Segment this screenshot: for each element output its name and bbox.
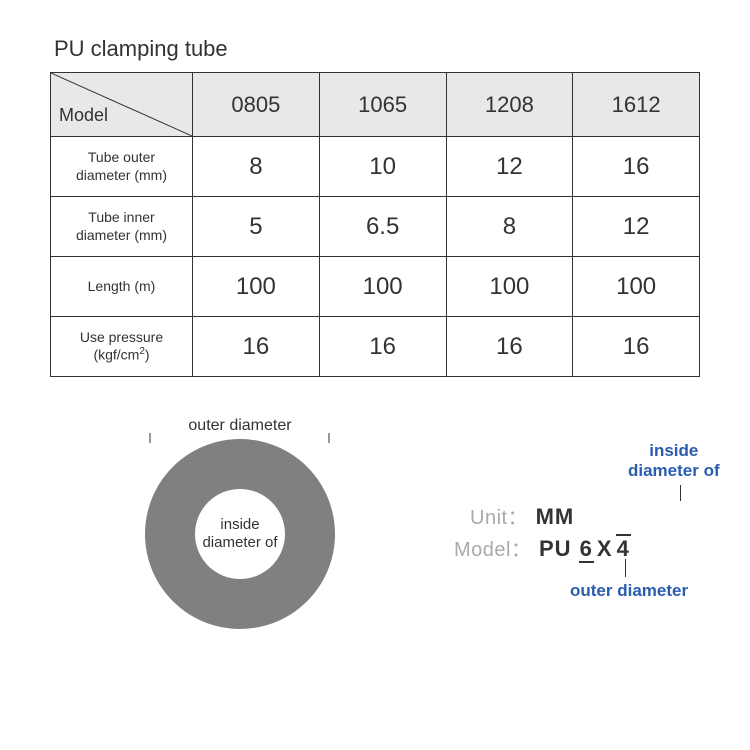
table-row: Use pressure(kgf/cm2) 16 16 16 16 — [51, 317, 700, 377]
tube-ring-icon: inside diameter of — [145, 439, 335, 629]
diagram-area: outer diameter inside diameter of inside… — [50, 417, 700, 717]
outer-diameter-label: outer diameter — [130, 417, 350, 435]
inner-diameter-label: inside diameter of — [145, 439, 335, 629]
col-head-2: 1208 — [446, 73, 573, 137]
row-head-2: Length (m) — [51, 257, 193, 317]
cell: 10 — [319, 137, 446, 197]
legend-unit-row: Unit： MM — [470, 501, 574, 530]
legend-inside-label: inside diameter of — [628, 441, 720, 482]
cell: 100 — [573, 257, 700, 317]
cell: 100 — [193, 257, 320, 317]
cell: 16 — [573, 317, 700, 377]
page-title: PU clamping tube — [54, 36, 700, 62]
model-value: PU 6X4 — [539, 536, 631, 562]
model-header-cell: Model — [51, 73, 193, 137]
cell: 16 — [446, 317, 573, 377]
table-row: Tube innerdiameter (mm) 5 6.5 8 12 — [51, 197, 700, 257]
legend-model-row: Model： PU 6X4 — [454, 533, 631, 562]
cell: 16 — [319, 317, 446, 377]
table-row: Tube outerdiameter (mm) 8 10 12 16 — [51, 137, 700, 197]
unit-label: Unit — [470, 507, 508, 530]
ring-block: outer diameter inside diameter of — [130, 417, 350, 629]
cell: 100 — [319, 257, 446, 317]
cell: 5 — [193, 197, 320, 257]
cell: 16 — [573, 137, 700, 197]
legend-outer-label: outer diameter — [570, 581, 688, 601]
col-head-3: 1612 — [573, 73, 700, 137]
table-row: Length (m) 100 100 100 100 — [51, 257, 700, 317]
cell: 6.5 — [319, 197, 446, 257]
cell: 8 — [446, 197, 573, 257]
cell: 8 — [193, 137, 320, 197]
cell: 12 — [573, 197, 700, 257]
row-head-0: Tube outerdiameter (mm) — [51, 137, 193, 197]
spec-table: Model 0805 1065 1208 1612 Tube outerdiam… — [50, 72, 700, 377]
cell: 12 — [446, 137, 573, 197]
row-head-1: Tube innerdiameter (mm) — [51, 197, 193, 257]
unit-value: MM — [536, 504, 575, 530]
model-label: Model — [59, 105, 108, 126]
cell: 16 — [193, 317, 320, 377]
col-head-1: 1065 — [319, 73, 446, 137]
col-head-0: 0805 — [193, 73, 320, 137]
model-label-text: Model — [454, 539, 511, 562]
cell: 100 — [446, 257, 573, 317]
row-head-3: Use pressure(kgf/cm2) — [51, 317, 193, 377]
